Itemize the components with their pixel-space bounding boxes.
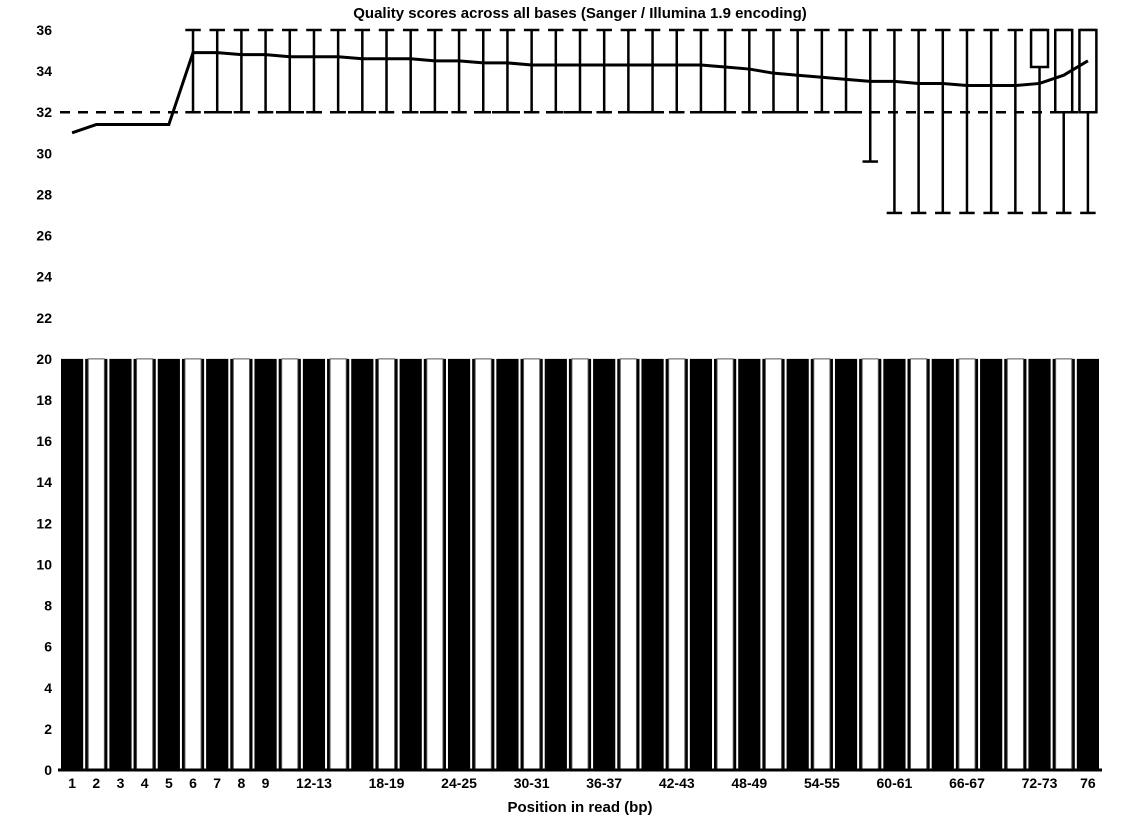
x-tick-label: 3 xyxy=(117,775,125,791)
x-tick-label: 36-37 xyxy=(586,775,622,791)
x-tick-label: 1 xyxy=(68,775,76,791)
bar-narrow xyxy=(282,359,298,770)
y-tick-label: 22 xyxy=(36,310,52,326)
bar-narrow xyxy=(137,359,153,770)
bar-narrow xyxy=(572,359,588,770)
x-tick-label: 60-61 xyxy=(877,775,913,791)
chart-title: Quality scores across all bases (Sanger … xyxy=(353,5,807,22)
bar-wide xyxy=(1028,359,1050,770)
bar-narrow xyxy=(765,359,781,770)
y-tick-label: 6 xyxy=(44,639,52,655)
y-tick-label: 2 xyxy=(44,721,52,737)
y-tick-label: 28 xyxy=(36,186,52,202)
chart-container: Quality scores across all bases (Sanger … xyxy=(0,0,1126,831)
y-tick-label: 0 xyxy=(44,762,52,778)
y-tick-label: 34 xyxy=(36,63,52,79)
bar-wide xyxy=(787,359,809,770)
bar-wide xyxy=(545,359,567,770)
x-tick-label: 6 xyxy=(189,775,197,791)
bar-wide xyxy=(206,359,228,770)
bar-narrow xyxy=(524,359,540,770)
bar-narrow xyxy=(717,359,733,770)
y-tick-label: 16 xyxy=(36,433,52,449)
bar-wide xyxy=(883,359,905,770)
bar-wide xyxy=(109,359,131,770)
x-tick-label: 24-25 xyxy=(441,775,477,791)
x-tick-label: 2 xyxy=(92,775,100,791)
y-tick-label: 8 xyxy=(44,598,52,614)
x-tick-label: 9 xyxy=(262,775,270,791)
bar-narrow xyxy=(911,359,927,770)
bar-narrow xyxy=(669,359,685,770)
bar-wide xyxy=(254,359,276,770)
x-tick-label: 5 xyxy=(165,775,173,791)
bar-wide xyxy=(496,359,518,770)
y-tick-label: 10 xyxy=(36,556,52,572)
bar-narrow xyxy=(814,359,830,770)
bar-narrow xyxy=(88,359,104,770)
bar-wide xyxy=(61,359,83,770)
bar-wide xyxy=(690,359,712,770)
box xyxy=(1031,30,1048,67)
bar-narrow xyxy=(620,359,636,770)
bar-wide xyxy=(980,359,1002,770)
bar-wide xyxy=(303,359,325,770)
y-tick-label: 26 xyxy=(36,228,52,244)
x-tick-label: 8 xyxy=(237,775,245,791)
bar-narrow xyxy=(330,359,346,770)
y-tick-label: 18 xyxy=(36,392,52,408)
x-tick-label: 42-43 xyxy=(659,775,695,791)
x-tick-label: 18-19 xyxy=(369,775,405,791)
bar-narrow xyxy=(862,359,878,770)
x-axis-title: Position in read (bp) xyxy=(508,799,653,816)
bar-wide xyxy=(448,359,470,770)
bar-wide xyxy=(158,359,180,770)
bar-narrow xyxy=(1007,359,1023,770)
bar-wide xyxy=(738,359,760,770)
y-tick-label: 20 xyxy=(36,351,52,367)
quality-chart-svg: Quality scores across all bases (Sanger … xyxy=(0,0,1126,831)
x-tick-label: 7 xyxy=(213,775,221,791)
bar-narrow xyxy=(1056,359,1072,770)
bar-wide xyxy=(835,359,857,770)
bar-wide xyxy=(400,359,422,770)
bar-wide xyxy=(351,359,373,770)
y-tick-label: 24 xyxy=(36,269,52,285)
y-tick-label: 4 xyxy=(44,680,52,696)
y-tick-label: 32 xyxy=(36,104,52,120)
bar-wide xyxy=(1077,359,1099,770)
y-tick-label: 30 xyxy=(36,145,52,161)
bar-narrow xyxy=(233,359,249,770)
x-tick-label: 30-31 xyxy=(514,775,550,791)
x-tick-label: 54-55 xyxy=(804,775,840,791)
x-tick-label: 48-49 xyxy=(731,775,767,791)
x-tick-label: 72-73 xyxy=(1022,775,1058,791)
bar-wide xyxy=(641,359,663,770)
y-tick-label: 36 xyxy=(36,22,52,38)
bar-wide xyxy=(932,359,954,770)
bar-narrow xyxy=(378,359,394,770)
x-tick-label: 66-67 xyxy=(949,775,985,791)
bar-wide xyxy=(593,359,615,770)
x-tick-label: 4 xyxy=(141,775,149,791)
x-tick-label: 12-13 xyxy=(296,775,332,791)
box xyxy=(1079,30,1096,112)
bar-narrow xyxy=(475,359,491,770)
y-tick-label: 12 xyxy=(36,515,52,531)
bar-narrow xyxy=(427,359,443,770)
x-tick-label: 76 xyxy=(1080,775,1096,791)
bar-narrow xyxy=(959,359,975,770)
bar-narrow xyxy=(185,359,201,770)
y-tick-label: 14 xyxy=(36,474,52,490)
